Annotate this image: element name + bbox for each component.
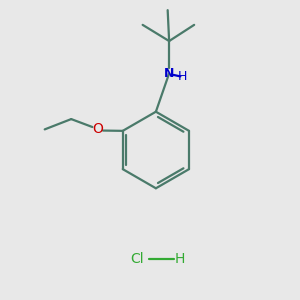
Text: N: N: [164, 67, 174, 80]
Text: H: H: [174, 252, 184, 266]
Text: H: H: [178, 70, 187, 83]
Text: Cl: Cl: [130, 252, 144, 266]
Text: O: O: [92, 122, 103, 136]
